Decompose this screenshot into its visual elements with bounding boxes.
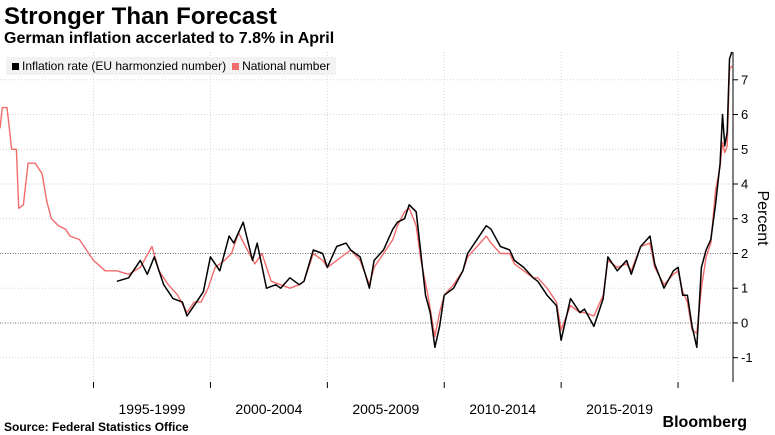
series-layer xyxy=(0,51,733,349)
y-tick-label-1: 0 xyxy=(741,315,748,330)
x-tick-label-1: 2000-2004 xyxy=(235,401,302,417)
source-note: Source: Federal Statistics Office xyxy=(4,420,189,434)
series-line-hicp xyxy=(116,51,733,349)
legend-swatch-hicp xyxy=(12,62,19,70)
y-tick-label-0: -1 xyxy=(741,350,753,365)
y-axis-title: Percent xyxy=(754,190,771,246)
legend-label-hicp: Inflation rate (EU harmonzied number) xyxy=(22,59,227,73)
y-tick-label-8: 7 xyxy=(741,72,748,87)
legend-label-national: National number xyxy=(242,59,331,73)
legend-item-national: National number xyxy=(232,59,330,73)
y-tick-label-3: 2 xyxy=(741,246,748,261)
x-tick-label-2: 2005-2009 xyxy=(352,401,419,417)
x-tick-label-3: 2010-2014 xyxy=(469,401,536,417)
chart-title: Stronger Than Forecast xyxy=(4,3,277,30)
bloomberg-logo: Bloomberg xyxy=(662,414,747,431)
legend: Inflation rate (EU harmonzied number) Na… xyxy=(6,57,337,75)
y-tick-label-5: 4 xyxy=(741,177,748,192)
y-tick-label-7: 6 xyxy=(741,107,748,122)
axis-layer: -1 0 1 2 3 4 5 6 7 1995-1999 2000-2004 2005-2009 201… xyxy=(93,52,753,417)
x-tick-label-0: 1995-1999 xyxy=(119,401,186,417)
legend-swatch-national xyxy=(232,62,240,70)
series-line-national xyxy=(0,65,733,338)
y-tick-label-6: 5 xyxy=(741,142,748,157)
x-tick-label-4: 2015-2019 xyxy=(586,401,653,417)
y-tick-label-4: 3 xyxy=(741,211,748,226)
chart-subtitle: German inflation accerlated to 7.8% in A… xyxy=(4,30,335,47)
y-tick-label-2: 1 xyxy=(741,281,748,296)
grid-layer xyxy=(0,52,733,382)
legend-item-hicp: Inflation rate (EU harmonzied number) xyxy=(12,59,226,73)
